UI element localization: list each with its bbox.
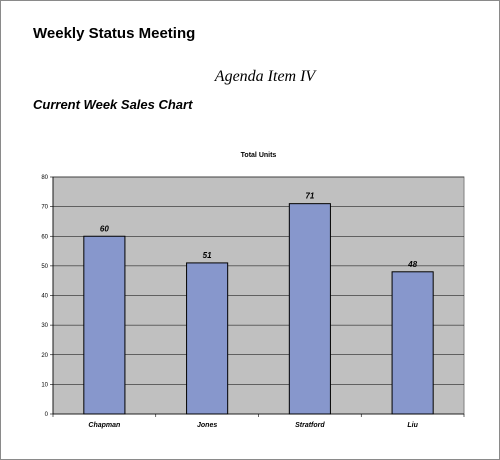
chart-title: Total Units <box>241 152 277 159</box>
y-tick-label: 20 <box>41 353 48 359</box>
bar-jones <box>186 262 229 415</box>
y-tick-label: 80 <box>41 175 48 181</box>
y-tick-label: 30 <box>41 323 48 329</box>
bar-liu <box>391 271 434 415</box>
y-tick-label: 60 <box>41 234 48 240</box>
agenda-item-heading: Agenda Item IV <box>214 68 316 85</box>
section-heading: Current Week Sales Chart <box>33 97 193 112</box>
x-tick-label: Liu <box>407 422 418 429</box>
data-label: 51 <box>203 251 212 260</box>
y-tick-label: 70 <box>41 205 48 211</box>
bar-chapman <box>83 235 126 415</box>
data-label: 71 <box>305 192 314 201</box>
x-tick-label: Jones <box>197 422 217 429</box>
bar-stratford <box>288 203 331 415</box>
data-label: 48 <box>407 260 417 269</box>
y-tick-label: 0 <box>45 412 49 418</box>
x-tick-label: Chapman <box>88 422 120 429</box>
y-tick-label: 50 <box>41 264 48 270</box>
y-tick-label: 10 <box>41 382 48 388</box>
data-label: 60 <box>100 224 109 233</box>
meeting-title: Weekly Status Meeting <box>33 25 196 42</box>
x-tick-label: Stratford <box>295 422 325 429</box>
y-tick-label: 40 <box>41 294 48 300</box>
